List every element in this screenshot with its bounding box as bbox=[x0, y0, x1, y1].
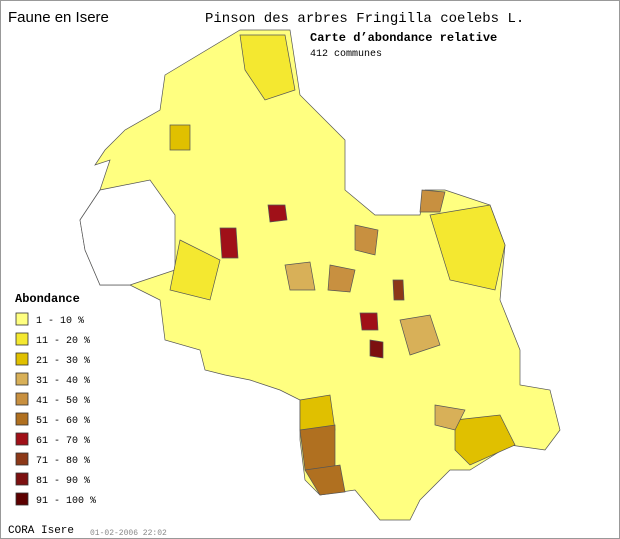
commune-area bbox=[299, 424, 336, 471]
legend-swatch bbox=[15, 332, 29, 346]
legend-swatch bbox=[15, 492, 29, 506]
legend-swatch bbox=[15, 392, 29, 406]
legend-label: 31 - 40 % bbox=[36, 376, 90, 387]
legend-label: 11 - 20 % bbox=[36, 336, 90, 347]
commune-area bbox=[169, 124, 191, 151]
commune-area bbox=[284, 261, 316, 291]
commune-area bbox=[454, 414, 516, 466]
legend-label: 1 - 10 % bbox=[36, 316, 84, 327]
legend-swatch bbox=[15, 472, 29, 486]
commune-area bbox=[369, 339, 384, 359]
legend-label: 51 - 60 % bbox=[36, 416, 90, 427]
commune-area bbox=[304, 464, 346, 496]
commune-count: 412 communes bbox=[310, 49, 382, 60]
legend-label: 21 - 30 % bbox=[36, 356, 90, 367]
commune-area bbox=[327, 264, 356, 293]
commune-area bbox=[239, 34, 296, 101]
commune-area bbox=[434, 404, 466, 431]
legend-swatch bbox=[15, 412, 29, 426]
commune-area bbox=[267, 204, 288, 223]
legend-label: 71 - 80 % bbox=[36, 456, 90, 467]
legend-swatch bbox=[15, 372, 29, 386]
source: CORA Isere bbox=[8, 525, 74, 537]
commune-area bbox=[429, 204, 506, 291]
legend-label: 81 - 90 % bbox=[36, 476, 90, 487]
legend-swatch bbox=[15, 432, 29, 446]
legend-swatch bbox=[15, 312, 29, 326]
commune-area bbox=[354, 224, 379, 256]
legend-label: 91 - 100 % bbox=[36, 496, 96, 507]
map bbox=[79, 29, 561, 521]
timestamp: 01-02-2006 22:02 bbox=[90, 529, 167, 538]
species-name: Pinson des arbres Fringilla coelebs L. bbox=[205, 11, 524, 27]
commune-area bbox=[299, 394, 336, 431]
legend-swatch bbox=[15, 352, 29, 366]
site-title: Faune en Isere bbox=[8, 9, 109, 26]
legend-swatch bbox=[15, 452, 29, 466]
commune-area bbox=[219, 227, 239, 259]
legend-label: 61 - 70 % bbox=[36, 436, 90, 447]
commune-area bbox=[399, 314, 441, 356]
legend-label: 41 - 50 % bbox=[36, 396, 90, 407]
commune-area bbox=[392, 279, 405, 301]
legend: 1 - 10 % 11 - 20 % 21 - 30 % 31 - 40 % 41 - … bbox=[15, 312, 96, 507]
commune-area bbox=[169, 239, 221, 301]
commune-area bbox=[359, 312, 379, 331]
commune-area bbox=[419, 189, 446, 213]
legend-title: Abondance bbox=[15, 292, 80, 306]
map-title: Carte d’abondance relative bbox=[310, 31, 497, 45]
